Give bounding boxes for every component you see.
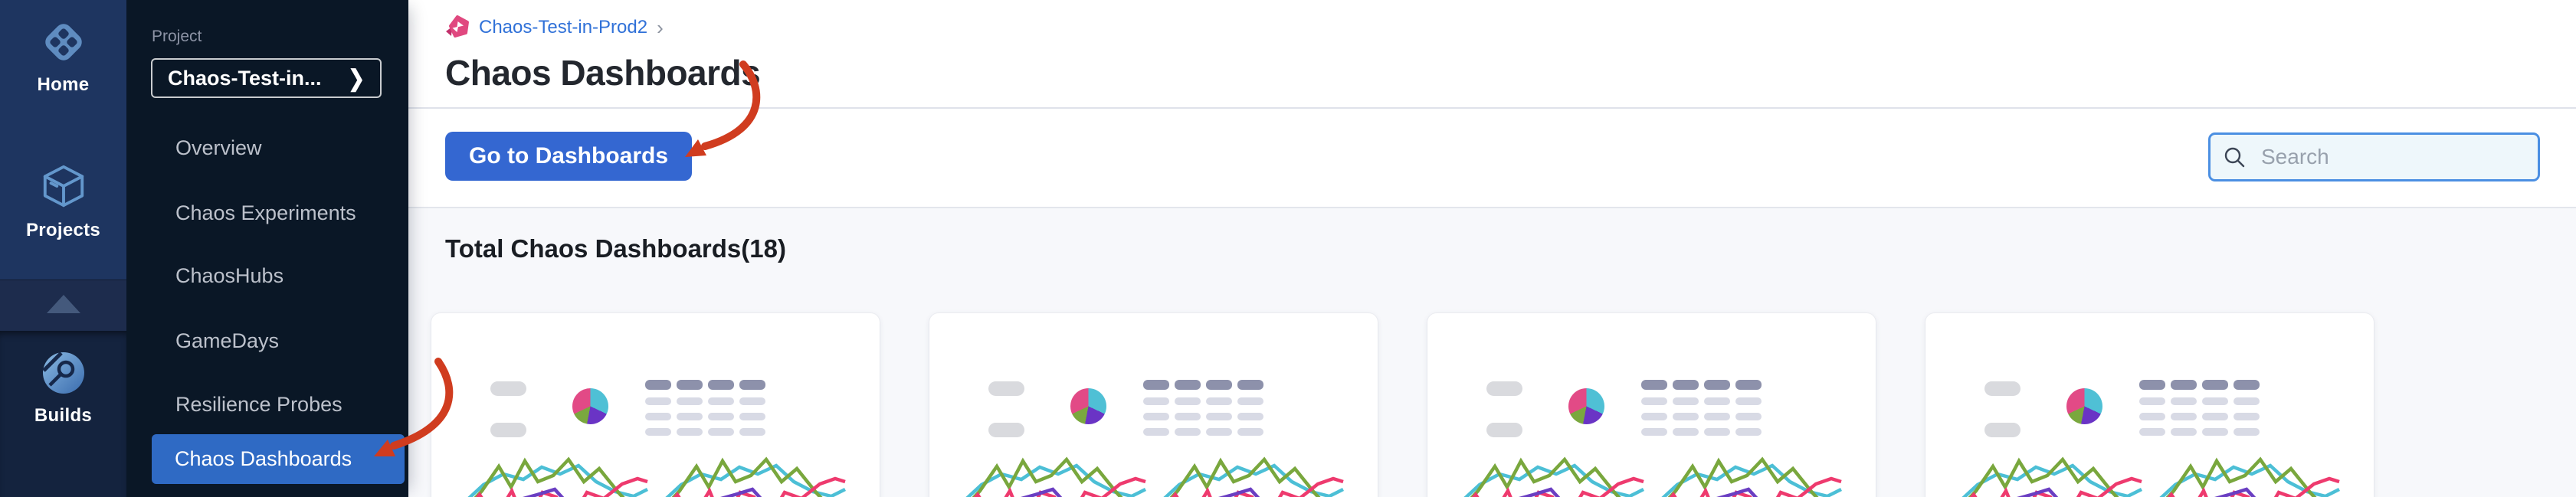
project-selector[interactable]: Chaos-Test-in... ❯ [151, 58, 382, 98]
toolbar: Go to Dashboards [408, 109, 2576, 208]
sidebar-item-overview[interactable]: Overview [175, 136, 262, 159]
project-sidebar: Project Chaos-Test-in... ❯ Overview Chao… [126, 0, 408, 497]
placeholder-table [2139, 380, 2260, 436]
rail-module-projects[interactable]: Projects [0, 162, 126, 241]
page-header: Chaos-Test-in-Prod2 › Chaos Dashboards [408, 0, 2576, 109]
breadcrumb-chevron-icon: › [657, 15, 664, 39]
dashboard-card[interactable] [1925, 313, 2374, 497]
go-to-dashboards-button[interactable]: Go to Dashboards [445, 132, 692, 181]
sidebar-item-chaoshubs[interactable]: ChaosHubs [175, 264, 284, 287]
page-title: Chaos Dashboards [445, 53, 761, 93]
harness-home-icon [41, 24, 86, 67]
placeholder-pie-chart [1568, 388, 1604, 424]
rail-builds-label: Builds [34, 405, 93, 426]
chevron-right-icon: ❯ [348, 64, 365, 91]
rail-collapse-strip [0, 280, 126, 331]
placeholder-line-chart [1961, 456, 2341, 497]
dashboard-card[interactable] [929, 313, 1378, 497]
chaos-module-pinwheel-icon [445, 15, 470, 40]
sidebar-item-resilience-probes[interactable]: Resilience Probes [175, 393, 342, 416]
rail-top-section: Home Projects [0, 0, 126, 280]
placeholder-line-chart [467, 456, 847, 497]
rail-projects-label: Projects [25, 220, 101, 240]
placeholder-table [645, 380, 765, 436]
search-box [2208, 132, 2540, 181]
rail-module-builds[interactable]: Builds [0, 351, 126, 427]
placeholder-pie-chart [572, 388, 608, 424]
rail-home-label: Home [37, 74, 90, 95]
projects-cube-icon [40, 165, 87, 213]
sidebar-item-chaos-dashboards[interactable]: Chaos Dashboards [152, 434, 405, 484]
sidebar-item-gamedays[interactable]: GameDays [175, 329, 280, 352]
total-dashboards-count: Total Chaos Dashboards(18) [445, 234, 786, 263]
placeholder-line-chart [1463, 456, 1843, 497]
placeholder-text-pills [490, 381, 526, 437]
module-rail: Home Projects [0, 0, 126, 497]
project-label: Project [152, 28, 202, 45]
placeholder-text-pills [1486, 381, 1522, 437]
placeholder-pie-chart [2066, 388, 2102, 424]
breadcrumb-project-link[interactable]: Chaos-Test-in-Prod2 [479, 17, 648, 38]
placeholder-text-pills [1984, 381, 2020, 437]
sidebar-item-chaos-experiments[interactable]: Chaos Experiments [175, 201, 356, 224]
rail-bottom-section: Builds [0, 331, 126, 497]
dashboard-card[interactable] [431, 313, 880, 497]
placeholder-text-pills [988, 381, 1024, 437]
search-input[interactable] [2261, 145, 2538, 169]
content-area: Total Chaos Dashboards(18) [408, 208, 2576, 497]
project-selector-value: Chaos-Test-in... [168, 66, 322, 90]
builds-ci-icon [41, 351, 86, 398]
dashboard-card[interactable] [1427, 313, 1876, 497]
placeholder-pie-chart [1070, 388, 1106, 424]
chevron-up-triangle-icon[interactable] [0, 280, 126, 313]
dashboard-cards [431, 313, 2374, 497]
search-icon [2223, 146, 2246, 168]
main-area: Chaos-Test-in-Prod2 › Chaos Dashboards G… [408, 0, 2576, 497]
placeholder-line-chart [965, 456, 1345, 497]
rail-module-home[interactable]: Home [0, 20, 126, 96]
breadcrumb: Chaos-Test-in-Prod2 › [445, 14, 664, 41]
placeholder-table [1641, 380, 1762, 436]
placeholder-table [1143, 380, 1263, 436]
